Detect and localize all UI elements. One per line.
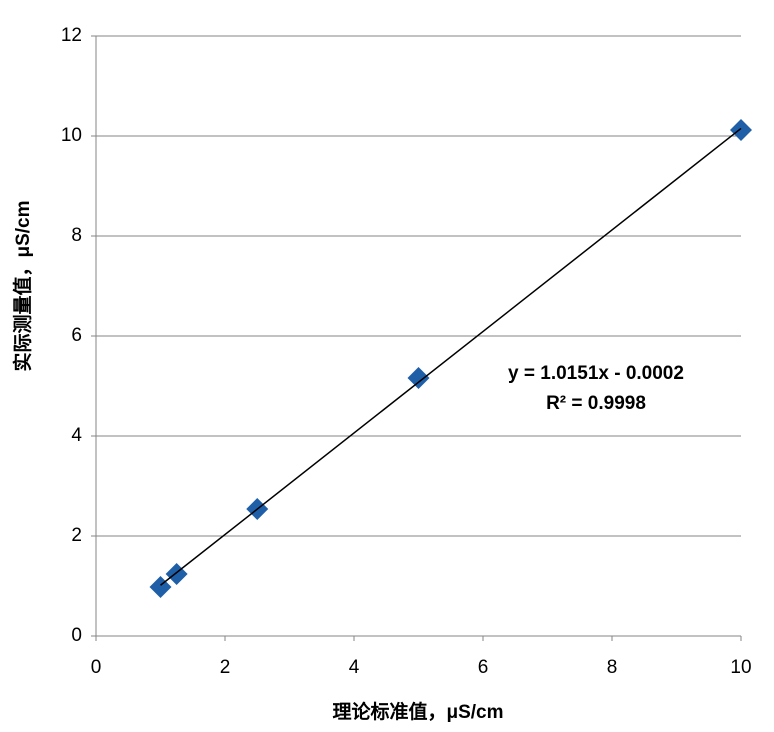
x-tick-label: 6	[478, 657, 489, 678]
y-tick-label: 2	[71, 525, 82, 546]
point	[407, 367, 430, 389]
x-axis-label: 理论标准值，μS/cm	[332, 700, 503, 723]
x-tick-label: 8	[607, 657, 618, 678]
x-tick-label: 2	[220, 657, 231, 678]
x-tick-label: 10	[730, 657, 751, 678]
x-tick-label: 4	[349, 657, 360, 678]
trendline	[160, 127, 742, 586]
y-tick-label: 0	[71, 625, 82, 646]
y-tick-label: 12	[61, 25, 82, 46]
y-tick-label: 6	[71, 325, 82, 346]
equation: y = 1.0151x - 0.0002	[508, 363, 684, 384]
y-axis-label: 实际测量值，μS/cm	[11, 200, 34, 371]
y-tick-label: 8	[71, 225, 82, 246]
r-squared: R² = 0.9998	[546, 393, 646, 414]
point	[730, 119, 752, 141]
y-tick-label: 4	[71, 425, 82, 446]
y-tick-label: 10	[61, 125, 82, 146]
x-tick-label: 0	[91, 657, 102, 678]
